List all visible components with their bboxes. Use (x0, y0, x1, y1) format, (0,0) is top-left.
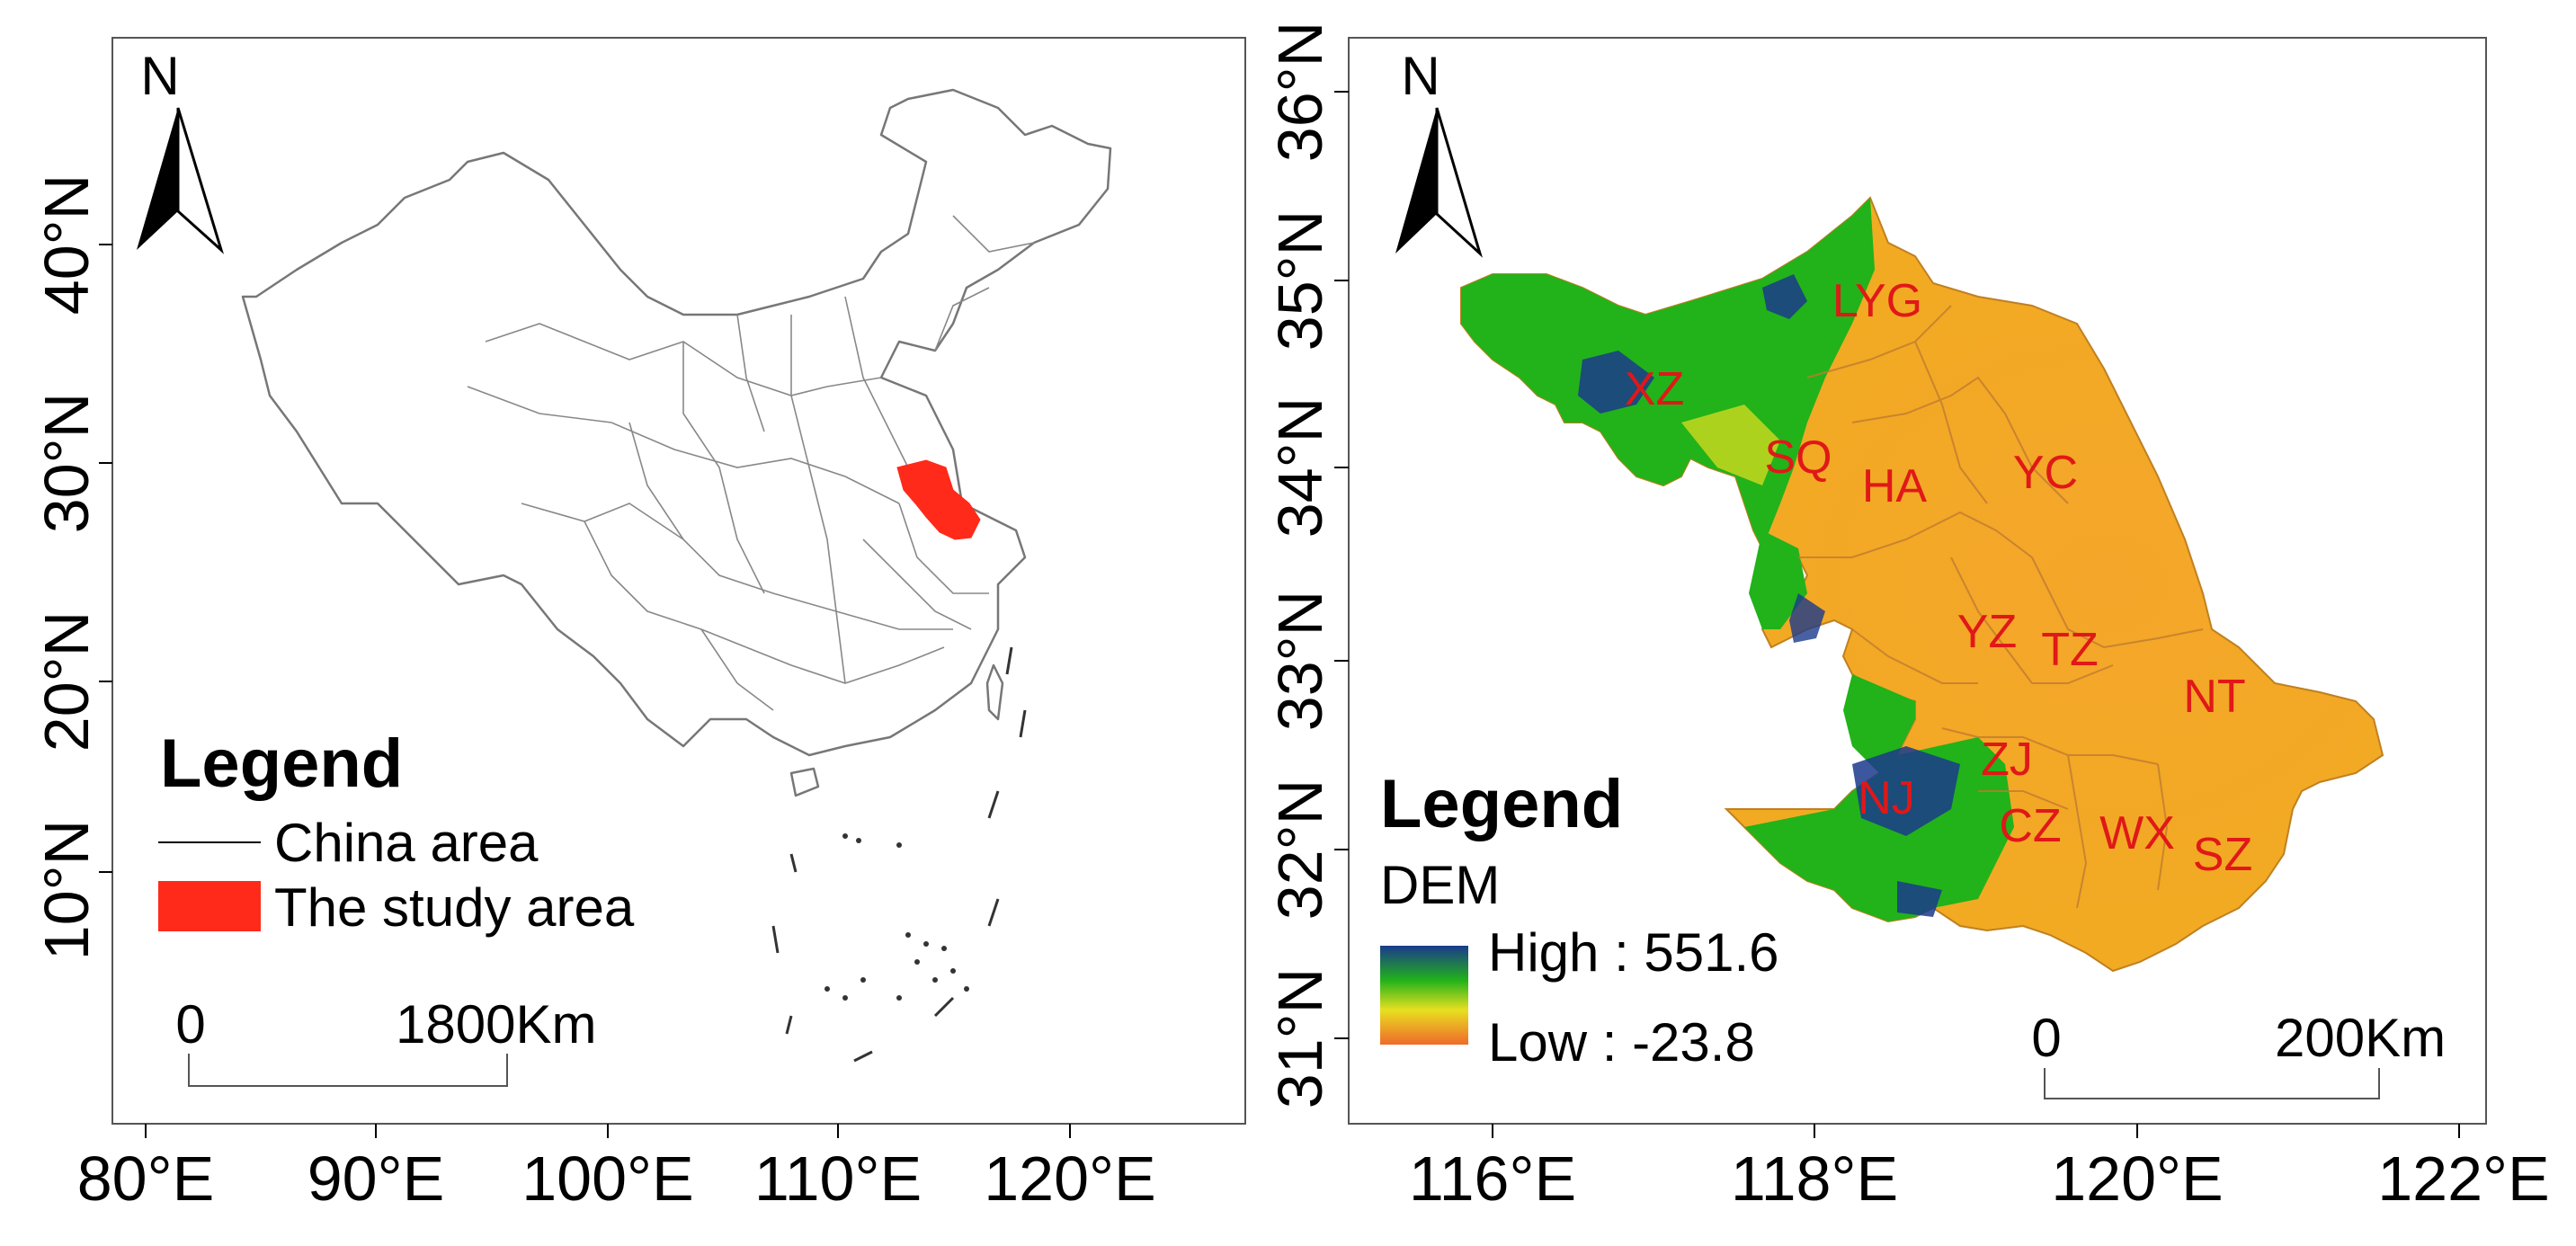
svg-text:40°N: 40°N (31, 174, 102, 315)
city-label-yc: YC (2013, 447, 2078, 499)
right-legend: Legend DEM High : 551.6 Low : -23.8 (1380, 766, 1779, 1072)
svg-text:90°E: 90°E (308, 1144, 445, 1214)
right-legend-title: Legend (1380, 766, 1623, 842)
province-lines (467, 215, 1035, 711)
svg-text:122°E: 122°E (2377, 1144, 2549, 1214)
city-label-tz: TZ (2041, 624, 2099, 676)
china-boundary (241, 88, 1112, 757)
city-labels: LYG XZ SQ HA YC YZ TZ NT ZJ NJ CZ WX SZ (1625, 275, 2252, 881)
svg-text:31°N: 31°N (1265, 968, 1335, 1108)
left-legend-title: Legend (160, 725, 403, 802)
svg-text:33°N: 33°N (1265, 591, 1335, 731)
svg-text:34°N: 34°N (1265, 397, 1335, 538)
svg-text:120°E: 120°E (2051, 1144, 2223, 1214)
svg-text:35°N: 35°N (1265, 210, 1335, 351)
dem-high-label: High : 551.6 (1488, 922, 1779, 983)
svg-text:N: N (140, 46, 179, 106)
dem-color-ramp-icon (1380, 946, 1468, 1045)
city-label-nj: NJ (1858, 772, 1915, 824)
city-label-nt: NT (2183, 671, 2245, 723)
left-lon-ticks: 80°E 90°E 100°E 110°E 120°E (77, 1124, 1156, 1214)
right-scale-bar: 0 200Km (2031, 1008, 2446, 1099)
svg-text:20°N: 20°N (31, 611, 102, 752)
city-label-lyg: LYG (1832, 275, 1922, 327)
svg-text:120°E: 120°E (984, 1144, 1155, 1214)
right-lat-ticks: 36°N 35°N 34°N 33°N 32°N 31°N (1265, 22, 1349, 1108)
legend-china-area: China area (274, 813, 539, 873)
left-map-panel: N Legend China area The study area 0 180… (31, 37, 1246, 1214)
right-lon-ticks: 116°E 118°E 120°E 122°E (1409, 1124, 2550, 1214)
city-label-zj: ZJ (1981, 734, 2033, 786)
svg-text:116°E: 116°E (1409, 1144, 1576, 1214)
nine-dash-line (771, 646, 1027, 1063)
city-label-wx: WX (2099, 807, 2175, 859)
left-legend: Legend China area The study area (158, 725, 635, 938)
svg-text:0: 0 (175, 994, 205, 1055)
dem-low-label: Low : -23.8 (1488, 1012, 1755, 1072)
city-label-yz: YZ (1957, 606, 2017, 658)
jiangsu-dem-map (1460, 196, 2384, 973)
left-map-frame (111, 37, 1246, 1125)
city-label-ha: HA (1862, 460, 1928, 512)
svg-text:118°E: 118°E (1731, 1144, 1898, 1214)
right-map-frame (1348, 37, 2487, 1125)
svg-text:80°E: 80°E (77, 1144, 215, 1214)
right-north-arrow: N (1395, 46, 1483, 258)
svg-text:36°N: 36°N (1265, 22, 1335, 162)
svg-text:32°N: 32°N (1265, 779, 1335, 920)
svg-text:10°N: 10°N (31, 820, 102, 960)
svg-text:1800Km: 1800Km (396, 994, 596, 1055)
prefecture-boundaries (1798, 305, 2204, 909)
left-scale-bar: 0 1800Km (175, 994, 596, 1087)
svg-text:N: N (1401, 46, 1440, 106)
taiwan-shape (985, 663, 1004, 721)
left-north-arrow: N (137, 46, 224, 254)
city-label-xz: XZ (1625, 363, 1684, 415)
city-label-sz: SZ (2193, 829, 2252, 881)
south-china-sea-islands (824, 833, 969, 1001)
left-lat-ticks: 40°N 30°N 20°N 10°N (31, 174, 112, 960)
legend-study-area: The study area (274, 877, 635, 938)
city-label-sq: SQ (1764, 432, 1832, 484)
svg-text:0: 0 (2031, 1008, 2061, 1068)
svg-text:30°N: 30°N (31, 393, 102, 533)
study-area-swatch-icon (158, 881, 261, 931)
svg-text:110°E: 110°E (754, 1144, 922, 1214)
right-map-panel: LYG XZ SQ HA YC YZ TZ NT ZJ NJ CZ WX SZ … (1265, 22, 2550, 1214)
svg-text:100°E: 100°E (521, 1144, 693, 1214)
svg-text:200Km: 200Km (2275, 1008, 2446, 1068)
dem-label: DEM (1380, 855, 1500, 915)
city-label-cz: CZ (1999, 800, 2061, 852)
study-area-shape (896, 459, 981, 540)
hainan-shape (789, 767, 820, 797)
